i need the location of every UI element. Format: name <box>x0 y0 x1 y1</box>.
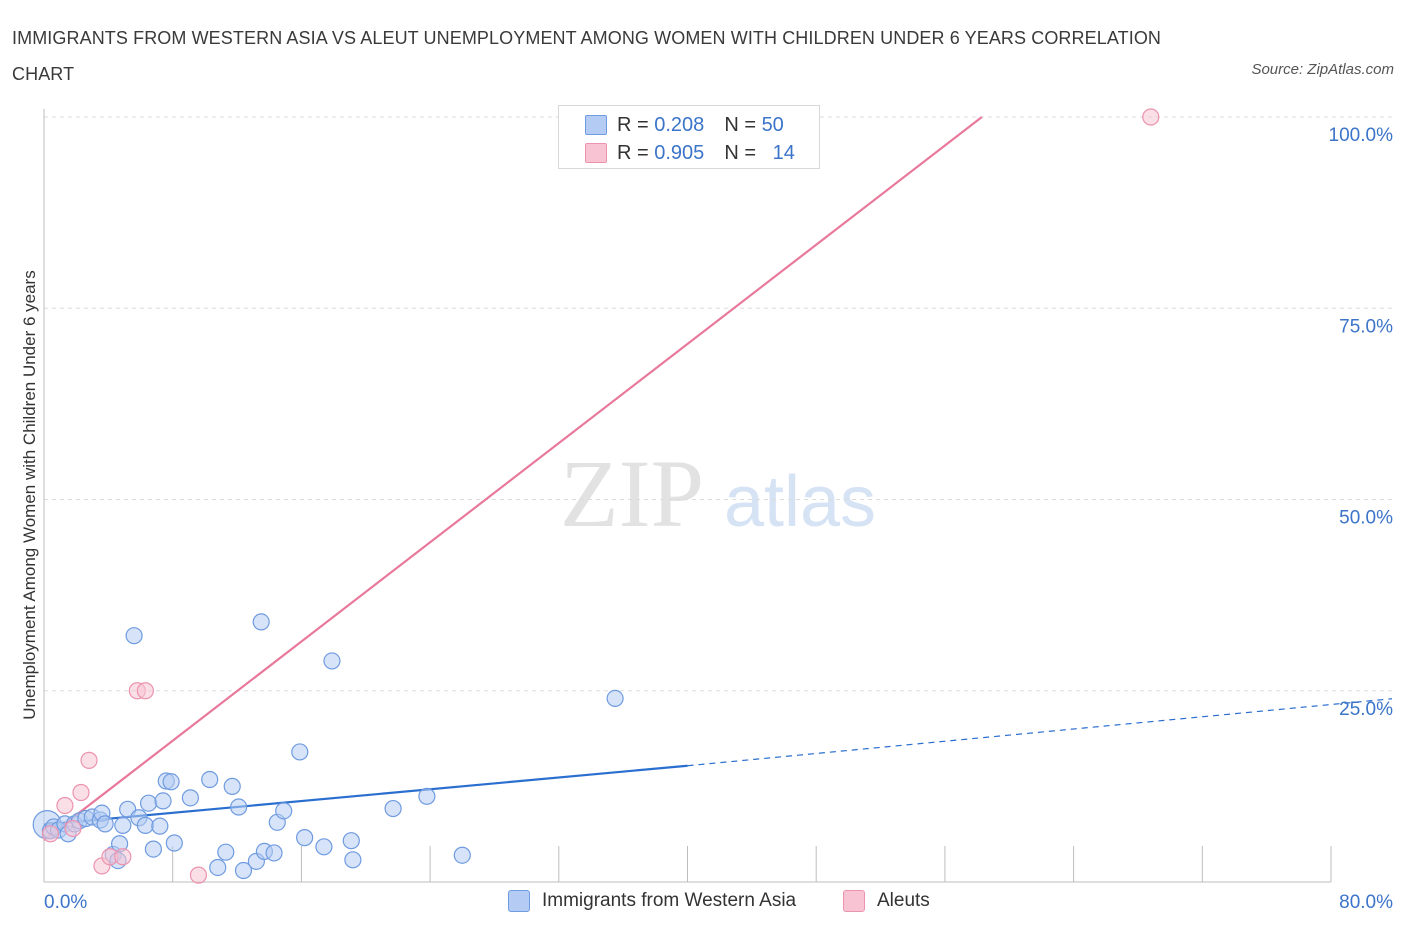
data-point-blue <box>291 743 309 761</box>
stats-legend: R = 0.208 N = 50 R = 0.905 N = 14 <box>558 105 820 169</box>
data-point-pink <box>64 819 82 838</box>
tick-labels: 25.0% 50.0% 75.0% 100.0% 0.0% 80.0% <box>44 125 1393 913</box>
data-point-blue <box>181 789 199 807</box>
data-point-blue <box>114 816 132 834</box>
source-label: Source: ZipAtlas.com <box>1251 61 1394 78</box>
legend-n-label: N = <box>724 113 756 136</box>
data-point-blue <box>223 777 241 795</box>
data-point-pink <box>189 866 208 884</box>
axes <box>43 109 1332 883</box>
data-point-pink <box>80 751 98 769</box>
data-point-blue <box>384 799 402 818</box>
legend-swatch-blue <box>585 115 607 135</box>
data-point-pink <box>136 682 154 700</box>
data-point-pink <box>114 848 132 866</box>
legend-swatch-pink <box>585 143 607 163</box>
legend-n-value: 50 <box>761 113 784 136</box>
trend-line-blue <box>43 764 688 826</box>
data-point-blue <box>162 773 180 791</box>
data-point-blue <box>344 851 362 869</box>
y-tick-label: 75.0% <box>1339 316 1393 337</box>
legend-r-label: R = <box>617 113 649 136</box>
trend-line-pink <box>43 116 983 841</box>
data-point-blue <box>151 817 169 835</box>
legend-series-name: Immigrants from Western Asia <box>542 890 797 911</box>
data-points <box>32 108 1160 884</box>
legend-r-value: 0.208 <box>654 113 705 136</box>
data-point-blue <box>315 838 333 856</box>
trend-lines <box>43 116 1393 841</box>
data-point-blue <box>453 846 471 864</box>
legend-n-value: 14 <box>772 141 795 164</box>
data-point-blue <box>144 840 162 858</box>
y-tick-label: 25.0% <box>1339 699 1393 720</box>
data-point-blue <box>209 858 227 877</box>
legend-series-name: Aleuts <box>877 890 930 911</box>
data-point-blue <box>275 802 293 820</box>
legend-swatch-blue <box>508 890 530 912</box>
grid <box>44 116 1392 692</box>
data-point-blue <box>323 652 341 670</box>
data-point-pink <box>72 783 90 802</box>
data-point-blue <box>125 627 143 645</box>
data-point-blue <box>230 798 248 816</box>
data-point-pink <box>41 825 60 843</box>
x-tick-label: 0.0% <box>44 892 87 913</box>
y-tick-label: 100.0% <box>1329 125 1394 146</box>
bottom-legend-aleuts: Aleuts <box>843 890 930 912</box>
data-point-pink <box>1142 108 1160 126</box>
legend-row-aleuts: R = 0.905 N = 14 <box>585 141 795 165</box>
data-point-blue <box>217 843 235 861</box>
data-point-pink <box>56 796 74 815</box>
trend-line-extension-blue <box>687 698 1393 767</box>
data-point-blue <box>265 844 283 862</box>
watermark-atlas: atlas <box>724 462 876 542</box>
legend-row-western-asia: R = 0.208 N = 50 <box>585 113 784 137</box>
data-point-blue <box>201 770 219 789</box>
data-point-blue <box>165 834 183 852</box>
data-point-blue <box>139 794 158 812</box>
legend-swatch-pink <box>843 890 865 912</box>
x-tick-label: 80.0% <box>1339 892 1393 913</box>
chart-title: IMMIGRANTS FROM WESTERN ASIA VS ALEUT UN… <box>12 28 1162 84</box>
legend-n-label: N = <box>724 141 756 164</box>
data-point-blue <box>342 832 360 850</box>
legend-r-label: R = <box>617 141 649 164</box>
data-point-blue <box>606 689 624 708</box>
data-point-blue <box>418 787 436 805</box>
data-point-blue <box>296 829 314 847</box>
bottom-legend-western-asia: Immigrants from Western Asia <box>508 890 796 912</box>
data-point-blue <box>154 792 172 810</box>
data-point-blue <box>234 861 253 880</box>
data-point-blue <box>252 613 270 631</box>
data-point-blue <box>136 816 154 834</box>
legend-r-value: 0.905 <box>654 141 705 164</box>
data-point-blue <box>96 815 114 833</box>
watermark-zip: ZIP <box>560 440 704 547</box>
y-tick-label: 50.0% <box>1339 508 1393 529</box>
